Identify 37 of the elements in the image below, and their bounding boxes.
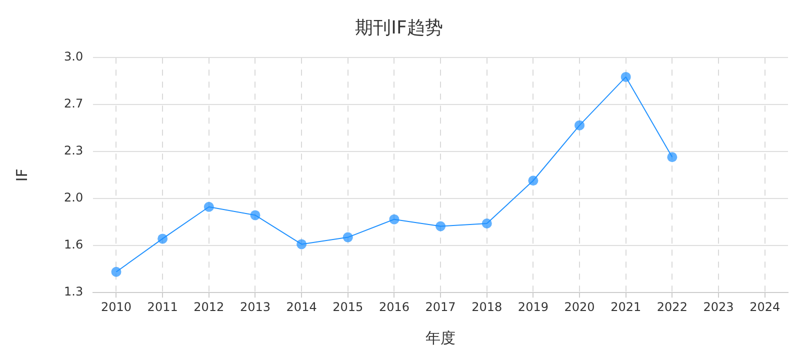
x-tick-label: 2020 — [564, 300, 595, 314]
x-tick-label: 2018 — [472, 300, 502, 314]
y-tick-label: 1.3 — [64, 284, 84, 299]
point — [436, 221, 446, 232]
point — [620, 72, 631, 82]
y-tick-label: 1.6 — [64, 238, 84, 252]
x-axis-title: 年度 — [426, 328, 456, 347]
x-tick-label: 2010 — [100, 300, 132, 314]
x-tick-label: 2012 — [194, 300, 224, 314]
point — [111, 266, 122, 277]
y-tick-label: 2.0 — [64, 190, 84, 205]
point — [667, 152, 678, 162]
x-tick-label: 2015 — [332, 300, 364, 314]
x-tick-label: 2022 — [656, 300, 688, 314]
point — [574, 120, 585, 130]
x-tick-label: 2021 — [610, 300, 642, 314]
point — [158, 234, 168, 244]
y-tick-label: 2.3 — [64, 144, 84, 158]
point — [342, 232, 353, 242]
point — [250, 210, 260, 220]
x-tick-label: 2023 — [703, 300, 734, 314]
y-tick-label: 2.7 — [64, 96, 84, 111]
point — [204, 202, 214, 212]
x-tick-label: 2024 — [750, 300, 780, 314]
x-tick-label: 2019 — [518, 300, 548, 314]
x-tick-label: 2014 — [286, 300, 317, 314]
y-tick-label: 3.0 — [64, 50, 84, 64]
point — [389, 214, 400, 224]
y-axis-title: IF — [12, 168, 31, 182]
chart-title: 期刊IF趋势 — [355, 17, 443, 38]
x-tick-label: 2017 — [425, 300, 456, 314]
x-tick-label: 2013 — [240, 300, 271, 314]
x-tick-label: 2011 — [147, 300, 178, 314]
point — [296, 239, 307, 250]
x-tick-label: 2016 — [378, 300, 410, 314]
point — [528, 176, 538, 186]
point — [482, 218, 492, 228]
